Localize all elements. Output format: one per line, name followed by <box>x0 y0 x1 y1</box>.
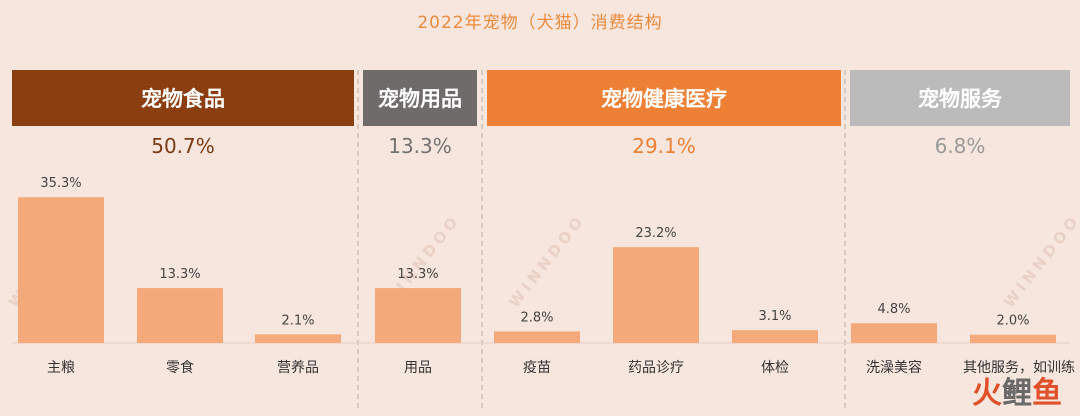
bar-零食 <box>137 288 223 343</box>
bar-value-label: 23.2% <box>635 226 676 241</box>
bar-药品诊疗 <box>613 247 699 343</box>
pct-pet-health: 29.1% <box>632 134 696 158</box>
bar-洗澡美容 <box>851 323 937 343</box>
header-pet-health: 宠物健康医疗 <box>487 70 841 126</box>
brand-part2: 鲤 <box>1002 376 1032 411</box>
bar-value-label: 4.8% <box>877 302 910 317</box>
x-tick-label: 药品诊疗 <box>628 360 684 376</box>
x-tick-label: 主粮 <box>47 360 75 376</box>
bar-value-label: 3.1% <box>758 309 791 324</box>
bar-value-label: 35.3% <box>40 176 81 191</box>
pct-pet-supplies: 13.3% <box>388 134 452 158</box>
x-tick-label: 体检 <box>761 360 789 376</box>
header-pet-service: 宠物服务 <box>850 70 1070 126</box>
x-tick-label: 用品 <box>404 360 432 376</box>
header-pet-supplies-label: 宠物用品 <box>378 87 462 111</box>
x-tick-label: 营养品 <box>277 360 319 376</box>
bar-value-label: 2.8% <box>520 310 553 325</box>
bar-主粮 <box>18 197 104 343</box>
bar-体检 <box>732 330 818 343</box>
brand-part3: 鱼 <box>1032 376 1062 411</box>
bar-营养品 <box>255 334 341 343</box>
header-pet-health-label: 宠物健康医疗 <box>601 87 727 111</box>
bar-value-label: 13.3% <box>159 267 200 282</box>
bar-value-label: 2.0% <box>996 314 1029 329</box>
pct-pet-service: 6.8% <box>934 134 986 158</box>
header-pet-service-label: 宠物服务 <box>918 87 1002 111</box>
x-tick-label: 疫苗 <box>523 360 551 376</box>
bar-疫苗 <box>494 331 580 343</box>
header-pet-food-label: 宠物食品 <box>141 87 225 111</box>
brand-part1: 火 <box>972 376 1002 411</box>
bar-value-label: 2.1% <box>281 313 314 328</box>
bar-value-label: 13.3% <box>397 267 438 282</box>
bar-其他服务，如训练等 <box>970 334 1056 343</box>
brand-logo: 火鲤鱼 <box>972 368 1062 412</box>
x-tick-label: 其他服务，如训练等 <box>963 360 1075 400</box>
x-tick-label: 零食 <box>166 359 194 376</box>
header-pet-supplies: 宠物用品 <box>363 70 477 126</box>
x-tick-label: 洗澡美容 <box>866 359 922 376</box>
chart-title: 2022年宠物（犬猫）消费结构 <box>417 13 663 33</box>
header-pet-food: 宠物食品 <box>12 70 354 126</box>
bar-用品 <box>375 288 461 343</box>
pct-pet-food: 50.7% <box>151 134 215 158</box>
